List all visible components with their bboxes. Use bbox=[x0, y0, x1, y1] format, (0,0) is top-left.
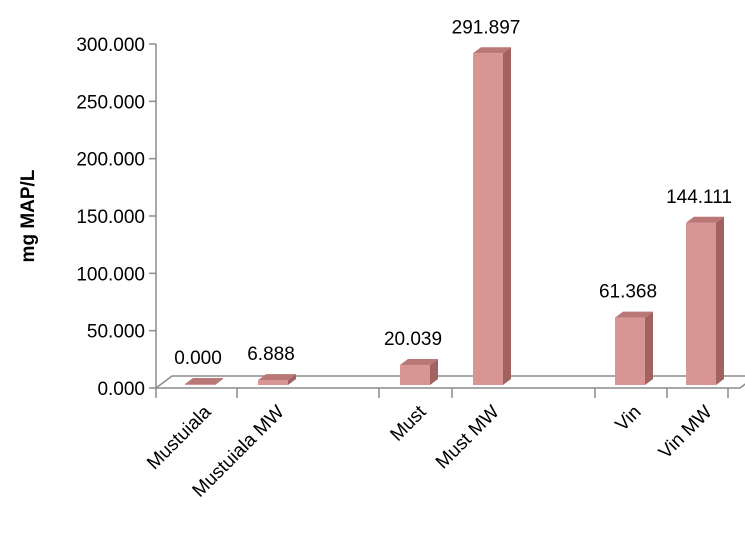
y-tick-label: 50.000 bbox=[87, 322, 145, 343]
data-label: 20.039 bbox=[384, 329, 442, 350]
bar-side bbox=[215, 378, 223, 385]
bar-front bbox=[258, 380, 288, 385]
bar-side bbox=[716, 216, 724, 385]
category-label: Mustuiala bbox=[143, 401, 216, 474]
bar bbox=[400, 359, 438, 385]
bar-top bbox=[686, 216, 724, 223]
category-label: Must bbox=[387, 401, 431, 445]
category-label: Must MW bbox=[432, 402, 504, 474]
data-labels: 0.000 6.888 20.039 291.897 61.368 144.111 bbox=[174, 17, 732, 369]
floor-plane bbox=[153, 375, 745, 389]
bar bbox=[258, 374, 296, 385]
y-tick-label: 300.000 bbox=[76, 35, 145, 56]
category-label: Vin MW bbox=[655, 402, 717, 464]
y-tick-label: 150.000 bbox=[76, 207, 145, 228]
y-tick-label: 200.000 bbox=[76, 150, 145, 171]
category-label: Vin bbox=[612, 402, 646, 436]
bar-top bbox=[258, 374, 296, 381]
data-label: 61.368 bbox=[599, 282, 657, 303]
bar-front bbox=[185, 384, 215, 385]
bar-side bbox=[645, 311, 653, 385]
bar-top bbox=[473, 47, 511, 54]
chart-floor bbox=[153, 375, 745, 389]
bar bbox=[615, 311, 653, 385]
data-label: 0.000 bbox=[174, 348, 222, 369]
bar-front bbox=[615, 317, 645, 385]
data-label: 6.888 bbox=[247, 344, 295, 365]
bar-side bbox=[503, 47, 511, 385]
y-tick-label: 250.000 bbox=[76, 92, 145, 113]
y-tick-label: 100.000 bbox=[76, 264, 145, 285]
data-label: 144.111 bbox=[666, 187, 732, 208]
bar-front bbox=[686, 222, 716, 385]
bars bbox=[185, 47, 724, 385]
bar bbox=[473, 47, 511, 385]
bar-top bbox=[185, 378, 223, 384]
bar-side bbox=[430, 359, 438, 385]
bar-front bbox=[400, 365, 430, 385]
y-axis-title: mg MAP/L bbox=[18, 169, 39, 262]
bar bbox=[185, 378, 223, 385]
y-tick-label: 0.000 bbox=[97, 379, 145, 400]
bar-top bbox=[400, 359, 438, 366]
data-label: 291.897 bbox=[452, 17, 521, 38]
bar-front bbox=[473, 53, 503, 385]
bar-top bbox=[615, 311, 653, 318]
bar-side bbox=[288, 374, 296, 385]
y-axis-ticks: 0.000 50.000 100.000 150.000 200.000 250.000 3… bbox=[76, 35, 156, 400]
bar bbox=[686, 216, 724, 385]
